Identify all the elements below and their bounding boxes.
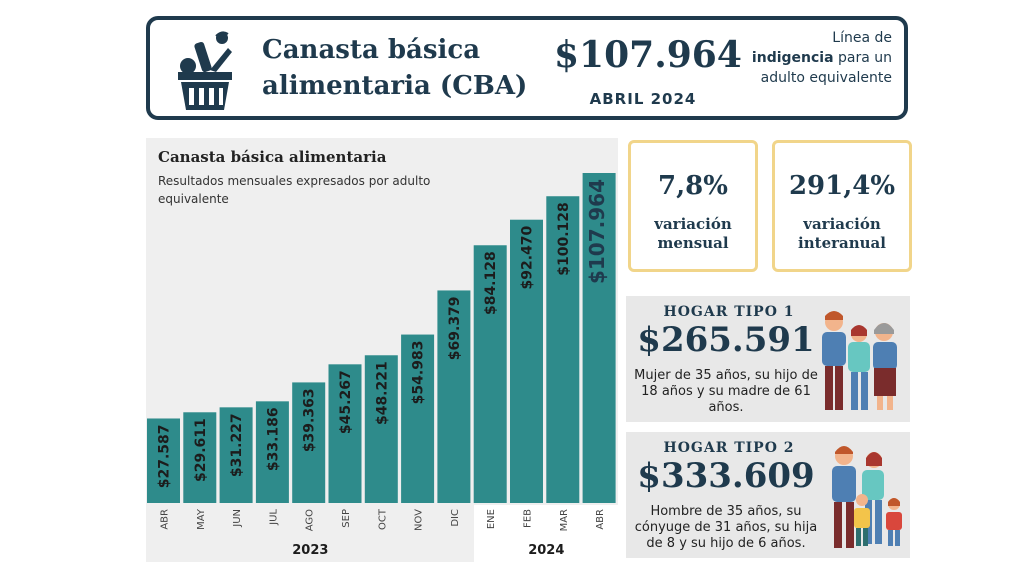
bar — [510, 219, 543, 503]
hogar-2-description: Hombre de 35 años, su cónyuge de 31 años… — [634, 504, 818, 551]
category-tick-label: OCT — [377, 508, 388, 530]
family-icon — [832, 446, 902, 548]
category-tick-label: SEP — [341, 509, 352, 528]
category-tick-label: FEB — [523, 509, 534, 528]
bar — [401, 334, 435, 503]
bar-value-label: $92.470 — [520, 225, 536, 289]
category-tick-label: MAR — [559, 509, 570, 531]
bar-value-label: $45.267 — [338, 370, 354, 434]
hogar-2-title: HOGAR TIPO 2 — [663, 440, 795, 456]
monthly-variation-card: 7,8% variación mensual — [628, 140, 758, 272]
bar-value-label: $29.611 — [193, 418, 209, 482]
chart-panel: Canasta básica alimentaria Resultados me… — [146, 138, 618, 562]
bar-value-label: $107.964 — [585, 179, 609, 284]
bar-value-label: $54.983 — [411, 341, 427, 405]
category-tick-label: MAY — [196, 508, 207, 530]
chart-title: Canasta básica alimentaria — [158, 148, 387, 166]
bar-chart: $27.587 ABR $29.611 MAY $31.227 JUN $33.186 JUL… — [147, 173, 616, 558]
header-box: Canasta básica alimentaria (CBA) $107.96… — [146, 16, 908, 120]
category-tick-label: ABR — [160, 509, 171, 530]
bar-value-label: $84.128 — [483, 251, 499, 315]
year-group-label: 2024 — [528, 543, 564, 558]
bar — [255, 401, 289, 503]
yearly-variation-label: variación interanual — [798, 215, 886, 252]
hogar-2-price: $333.609 — [637, 456, 815, 496]
category-tick-label: ENE — [486, 509, 497, 529]
note-bold: indigencia — [751, 50, 834, 66]
bar — [292, 382, 326, 503]
chart-subtitle: Resultados mensuales expresados por adul… — [158, 174, 431, 206]
yearly-variation-value: 291,4% — [788, 171, 896, 201]
hogar-1-title: HOGAR TIPO 1 — [663, 304, 795, 320]
bar — [582, 173, 616, 503]
year-group-label: 2023 — [292, 543, 328, 558]
note-pre: Línea de — [832, 30, 892, 46]
bar-value-label: $48.221 — [374, 361, 390, 425]
header-price: $107.964 — [554, 34, 742, 76]
category-tick-label: NOV — [414, 509, 425, 531]
header-note: Línea de indigencia para un adulto equiv… — [746, 28, 892, 88]
bar — [219, 407, 253, 503]
bar — [364, 355, 398, 503]
basket-icon — [178, 31, 232, 110]
category-tick-label: JUL — [268, 509, 279, 526]
bar — [437, 290, 471, 503]
hogar-tipo-1-card: HOGAR TIPO 1 $265.591 Mujer de 35 años, … — [626, 296, 910, 422]
bar — [473, 245, 507, 503]
bar-value-label: $33.186 — [265, 407, 281, 471]
note-post: para un adulto equivalente — [760, 50, 892, 86]
category-tick-label: JUN — [232, 509, 243, 528]
bar — [328, 364, 362, 503]
page-title: Canasta básica alimentaria (CBA) — [262, 35, 528, 101]
monthly-variation-label: variación mensual — [654, 215, 732, 252]
category-tick-label: AGO — [305, 509, 316, 531]
monthly-variation-value: 7,8% — [658, 171, 728, 201]
bar — [147, 418, 180, 503]
bar-value-label: $100.128 — [556, 202, 572, 276]
bar — [183, 412, 217, 503]
hogar-1-price: $265.591 — [637, 320, 815, 360]
bar-value-label: $31.227 — [229, 413, 245, 477]
family-icon — [822, 311, 897, 410]
bar-value-label: $27.587 — [157, 424, 173, 488]
category-tick-label: DIC — [450, 509, 461, 527]
category-tick-label: ABR — [595, 509, 606, 530]
bar-value-label: $69.379 — [447, 296, 463, 360]
hogar-tipo-2-card: HOGAR TIPO 2 $333.609 Hombre de 35 años,… — [626, 432, 910, 558]
hogar-1-description: Mujer de 35 años, su hijo de 18 años y s… — [634, 368, 818, 415]
yearly-variation-card: 291,4% variación interanual — [772, 140, 912, 272]
bar — [546, 196, 580, 504]
year-2024-band — [474, 505, 618, 562]
bar-value-label: $39.363 — [302, 388, 318, 452]
header-date: ABRIL 2024 — [589, 90, 697, 108]
